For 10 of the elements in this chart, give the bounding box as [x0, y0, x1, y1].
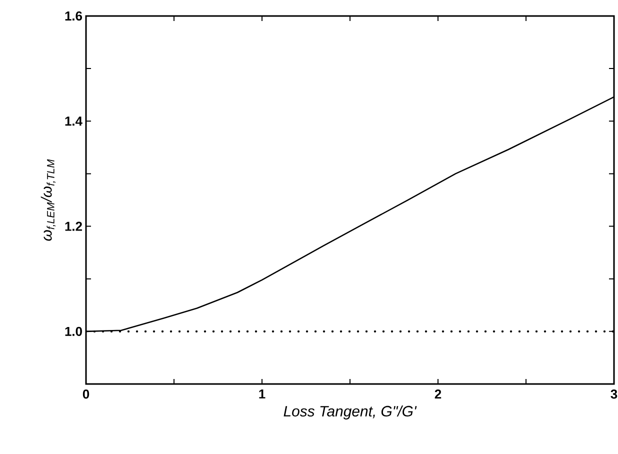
x-tick-label: 1 — [259, 390, 266, 398]
x-tick-label: 2 — [434, 390, 442, 399]
x-tick-label: 0 — [82, 390, 90, 399]
y-tick-label: 1.6 — [65, 11, 82, 21]
x-tick-label: 3 — [610, 390, 618, 399]
y-tick-label: 1.2 — [65, 222, 82, 231]
y-tick-label: 1.4 — [65, 116, 82, 126]
text: ω$_{f,LEM}$/ω$_{f,TLM}$ — [40, 159, 56, 241]
x-axis-title: Loss Tangent, G"/G' — [284, 406, 417, 420]
y-tick-label: 1.0 — [65, 326, 82, 336]
